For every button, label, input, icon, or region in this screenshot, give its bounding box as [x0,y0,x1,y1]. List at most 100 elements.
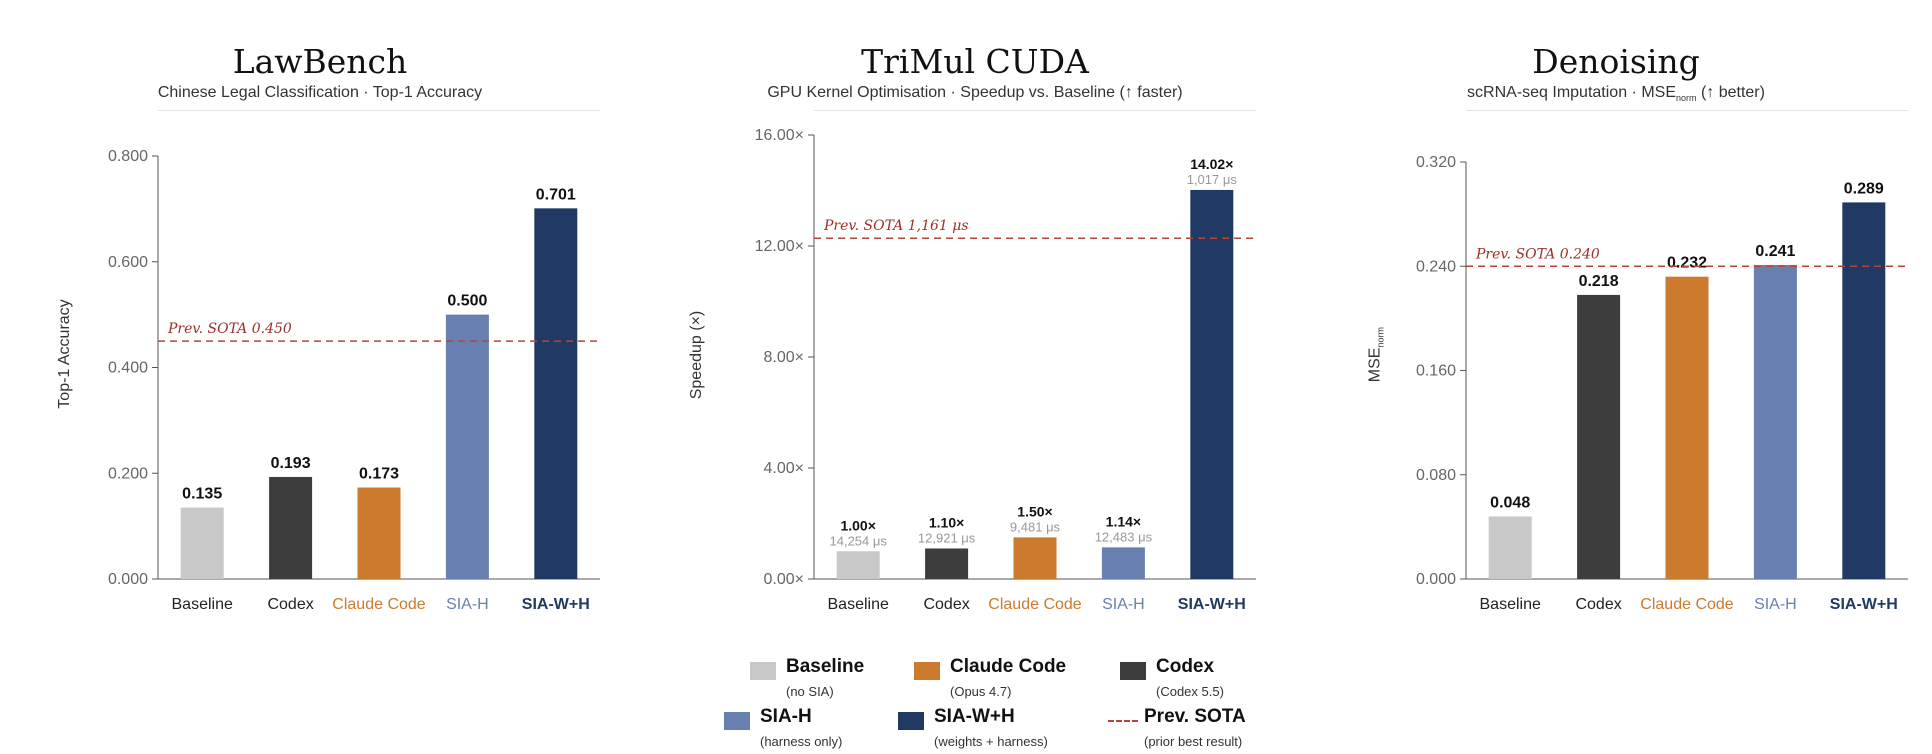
bar [1013,537,1057,579]
legend-name: SIA-H [760,706,812,727]
x-tick-label: Codex [923,596,969,613]
bar-value-label: 0.135 [182,486,222,503]
legend-desc: (weights + harness) [934,734,1048,749]
bar [1190,189,1234,579]
y-tick-label: 8.00× [764,349,804,366]
bar-value-label: 0.232 [1667,255,1707,272]
prev-sota-label: Prev. SOTA 0.240 [1475,246,1600,262]
y-tick-label: 0.080 [1416,467,1456,484]
bar-value-label: 1.00× [840,517,875,533]
legend-swatch [724,712,750,730]
y-tick-label: 0.400 [108,360,148,377]
legend-desc: (prior best result) [1144,734,1243,749]
x-tick-label: SIA-W+H [1830,596,1898,613]
x-tick-label: Baseline [828,596,889,613]
y-tick-label: 0.000 [1416,571,1456,588]
legend-desc: (no SIA) [786,684,834,699]
bar [1101,547,1145,579]
x-tick-label: Codex [1575,596,1621,613]
prev-sota-label: Prev. SOTA 0.450 [167,321,292,337]
bar-value-label: 0.701 [536,186,576,203]
bar-chart-trimul: 0.00× 4.00× 8.00× 12.00× 16.00× 14,254 μs1.00… [755,127,1256,613]
legend-dash-line [1108,720,1138,722]
subtitle-suffix: (↑ better) [1696,84,1765,101]
chart-title: LawBench [232,42,408,81]
legend-desc: (Opus 4.7) [950,684,1012,699]
x-tick-label: Claude Code [1640,596,1734,613]
bar [1842,202,1886,579]
y-tick-label: 0.800 [108,148,148,165]
prev-sota-label: Prev. SOTA 1,161 μs [823,218,969,234]
x-tick-label: Claude Code [332,596,426,613]
title-divider [814,110,1256,111]
chart-subtitle: scRNA-seq Imputation · MSEnorm (↑ better… [1300,84,1932,103]
bar-sub-label: 12,483 μs [1095,529,1153,544]
chart-title: TriMul CUDA [861,42,1089,81]
x-tick-label: SIA-W+H [1178,596,1246,613]
y-tick-label: 0.600 [108,254,148,271]
bar-value-label: 1.50× [1017,503,1052,519]
chart-subtitle: GPU Kernel Optimisation · Speedup vs. Ba… [767,84,1183,101]
bar-value-label: 0.500 [447,293,487,310]
y-tick-label: 0.240 [1416,258,1456,275]
subtitle-text: scRNA-seq Imputation · MSE [1467,84,1676,101]
chart-panel-lawbench: LawBench Chinese Legal Classification · … [0,0,640,640]
bar-value-label: 0.173 [359,466,399,483]
bar-value-label: 0.218 [1579,273,1619,290]
legend-name: Codex [1156,656,1215,677]
legend-swatch [750,662,776,680]
bar-value-label: 0.193 [271,455,311,472]
bar-value-label: 1.14× [1106,513,1141,529]
legend-name: Prev. SOTA [1144,706,1246,727]
title-divider [158,110,600,111]
x-tick-label: SIA-H [446,596,489,613]
chart-legend: Baseline (no SIA) Claude Code (Opus 4.7)… [700,648,1320,752]
y-tick-label: 0.00× [764,571,804,588]
title-divider [1466,110,1908,111]
legend-name: Claude Code [950,656,1067,677]
legend-desc: (Codex 5.5) [1156,684,1224,699]
chart-subtitle: Chinese Legal Classification · Top-1 Acc… [157,84,483,101]
y-tick-label: 0.160 [1416,363,1456,380]
legend-name: SIA-W+H [934,706,1015,727]
legend-swatch [1120,662,1146,680]
x-tick-label: Claude Code [988,596,1082,613]
bar [1577,294,1621,579]
y-tick-label: 0.200 [108,465,148,482]
legend-name: Baseline [786,656,865,677]
x-tick-label: SIA-W+H [522,596,590,613]
bar-chart-denoising: 0.000 0.080 0.160 0.240 0.320 0.048 Baseline 0.… [1416,154,1908,613]
bar [925,548,969,579]
y-tick-label: 12.00× [755,238,804,255]
x-tick-label: SIA-H [1102,596,1145,613]
bar [1665,276,1709,579]
bar [445,314,489,579]
bar-value-label: 0.048 [1490,494,1530,511]
bar [269,476,313,579]
legend-swatch [898,712,924,730]
y-tick-label: 4.00× [764,460,804,477]
x-tick-label: Codex [267,596,313,613]
x-tick-label: Baseline [172,596,233,613]
x-tick-label: SIA-H [1754,596,1797,613]
bar [836,551,880,579]
bar-value-label: 1.10× [929,514,964,530]
bar-sub-label: 1,017 μs [1187,172,1238,187]
bar-sub-label: 14,254 μs [830,533,888,548]
bar [534,208,578,579]
bar [1488,516,1532,579]
bar [1753,264,1797,579]
y-tick-label: 0.320 [1416,154,1456,171]
bar-sub-label: 12,921 μs [918,530,976,545]
y-tick-label: 16.00× [755,127,804,144]
bar-value-label: 0.241 [1755,243,1795,260]
x-tick-label: Baseline [1480,596,1541,613]
bar [357,487,401,579]
bar-value-label: 0.289 [1844,180,1884,197]
legend-desc: (harness only) [760,734,843,749]
chart-panel-denoising: Denoising scRNA-seq Imputation · MSEnorm… [1300,0,1932,640]
chart-title: Denoising [1532,42,1700,81]
chart-panel-trimul: TriMul CUDA GPU Kernel Optimisation · Sp… [650,0,1300,640]
legend-swatch [914,662,940,680]
bar [180,507,224,579]
